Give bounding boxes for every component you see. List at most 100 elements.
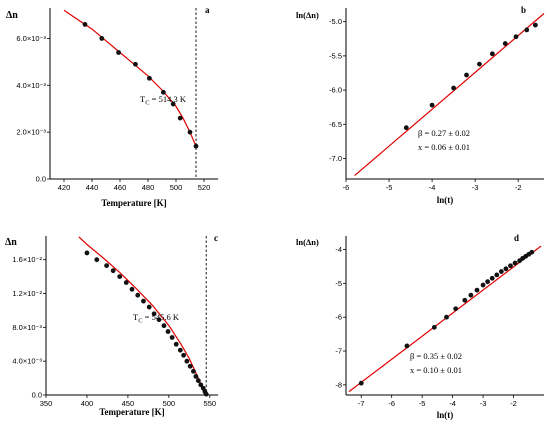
y-axis-label: ln(Δn) [296, 10, 319, 20]
data-point [117, 274, 123, 279]
x-tick-label: 460 [114, 183, 127, 192]
data-point [161, 89, 166, 95]
data-point [477, 61, 482, 67]
y-tick-label: 4.0×10⁻³ [16, 81, 46, 90]
y-tick-label: -7.0 [329, 154, 342, 163]
y-tick-label: 4.0×10⁻³ [12, 357, 42, 366]
annotation: β = 0.35 ± 0.02 [410, 351, 462, 361]
data-point [513, 34, 519, 40]
data-point [82, 21, 88, 27]
y-tick-label: -5 [335, 279, 342, 288]
data-point [191, 368, 196, 374]
data-point [503, 266, 509, 272]
x-tick-label: -2 [510, 399, 517, 408]
data-point [177, 115, 183, 121]
panel-label: a [205, 5, 210, 15]
x-tick-label: -3 [480, 399, 487, 408]
data-point [474, 287, 480, 293]
data-point [431, 324, 437, 330]
x-axis-label: ln(t) [437, 195, 454, 205]
x-tick-label: -6 [388, 399, 395, 408]
y-tick-label: -6.5 [329, 120, 342, 129]
y-tick-label: -5.0 [329, 17, 342, 26]
data-point [453, 306, 459, 312]
data-point [451, 85, 457, 91]
data-point [480, 282, 486, 288]
panel-label: c [214, 233, 218, 243]
data-point [444, 314, 449, 320]
y-tick-label: 0.0 [36, 175, 46, 184]
y-tick-label: -6 [335, 313, 342, 322]
x-tick-label: -4 [449, 399, 456, 408]
x-tick-label: 480 [142, 183, 155, 192]
y-axis-label: Δn [5, 237, 17, 248]
x-tick-label: 440 [86, 183, 99, 192]
data-point [135, 292, 141, 298]
data-point [429, 102, 435, 108]
data-point [170, 101, 176, 107]
y-tick-label: 1.2×10⁻² [12, 289, 42, 298]
x-tick-label: 350 [40, 399, 53, 408]
data-point [133, 61, 138, 67]
data-point [532, 22, 538, 28]
data-point [489, 51, 495, 57]
data-point [464, 72, 469, 78]
x-tick-label: -2 [515, 183, 522, 192]
data-point [184, 358, 190, 364]
x-tick-label: 500 [163, 399, 176, 408]
data-point [508, 263, 513, 269]
y-tick-label: 1.6×10⁻² [12, 255, 42, 264]
data-point [99, 36, 105, 41]
x-tick-label: 420 [58, 183, 71, 192]
panel-d: -7 -6 -5 -4 -3 -2 -8 -7 -6 -5 -4 ln(Δn) ln(t) d β = 0.… [296, 233, 544, 420]
data-point [462, 297, 468, 303]
data-point [195, 378, 201, 384]
x-tick-label: 450 [122, 399, 135, 408]
x-axis-label: Temperature [K] [99, 407, 164, 417]
panel-label: d [514, 233, 519, 243]
y-tick-label: -8 [335, 380, 342, 389]
data-point [489, 275, 495, 281]
panel-b: -6 -5 -4 -3 -2 -7.0 -6.5 -6.0 -5.5 -5.0 ln(Δn) ln(t… [296, 5, 545, 205]
data-point [104, 263, 110, 269]
x-tick-label: 550 [204, 399, 217, 408]
data-point [468, 292, 474, 298]
data-point [156, 317, 162, 323]
data-point [147, 75, 152, 81]
data-point [524, 27, 530, 33]
data-point [141, 298, 146, 304]
y-tick-label: 2.0×10⁻³ [16, 128, 46, 137]
data-point [404, 343, 410, 349]
data-point [529, 249, 535, 255]
data-point [123, 280, 129, 285]
data-point [84, 250, 90, 256]
panel-label: b [521, 5, 526, 15]
x-axis-label: Temperature [K] [101, 198, 166, 208]
x-tick-label: -5 [419, 399, 426, 408]
x-axis-label: ln(t) [437, 410, 454, 420]
data-point [146, 304, 152, 310]
data-point [193, 143, 199, 149]
y-tick-label: 6.0×10⁻³ [16, 34, 46, 43]
y-tick-label: -5.5 [329, 51, 342, 60]
data-point [187, 363, 193, 369]
x-tick-label: 520 [198, 183, 211, 192]
data-point [485, 279, 491, 285]
data-point [94, 257, 100, 263]
data-point [403, 125, 409, 131]
data-point [165, 329, 171, 334]
y-tick-label: -6.0 [329, 86, 342, 95]
panel-c: 350 400 450 500 550 0.0 4.0×10⁻³ 8.0×10⁻³ 1.2×10… [5, 233, 218, 417]
data-point [203, 391, 209, 397]
y-tick-label: 8.0×10⁻³ [12, 323, 42, 332]
x-tick-label: -7 [358, 399, 365, 408]
annotation: TC = 545.6 K [133, 312, 180, 325]
data-point [173, 341, 179, 347]
data-point [193, 373, 199, 379]
y-tick-label: -7 [335, 347, 342, 356]
x-tick-label: -6 [343, 183, 350, 192]
fit-curve [63, 9, 197, 147]
y-tick-label: 0.0 [32, 391, 42, 400]
data-point [498, 269, 504, 274]
y-tick-label: -4 [335, 245, 342, 254]
